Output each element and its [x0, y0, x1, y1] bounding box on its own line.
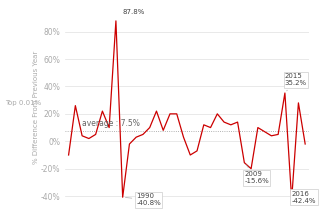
Text: 2009
-15.6%: 2009 -15.6%: [244, 165, 269, 184]
Text: 2015
35.2%: 2015 35.2%: [285, 73, 307, 91]
Text: Top 0.01%: Top 0.01%: [4, 100, 41, 106]
Text: 1990
-40.8%: 1990 -40.8%: [125, 193, 161, 206]
Text: 2016
-42.4%: 2016 -42.4%: [292, 191, 316, 204]
Y-axis label: % Difference From Previous Year: % Difference From Previous Year: [33, 50, 39, 164]
Text: average : 7.5%: average : 7.5%: [82, 119, 140, 128]
Text: 87.8%: 87.8%: [123, 9, 145, 15]
